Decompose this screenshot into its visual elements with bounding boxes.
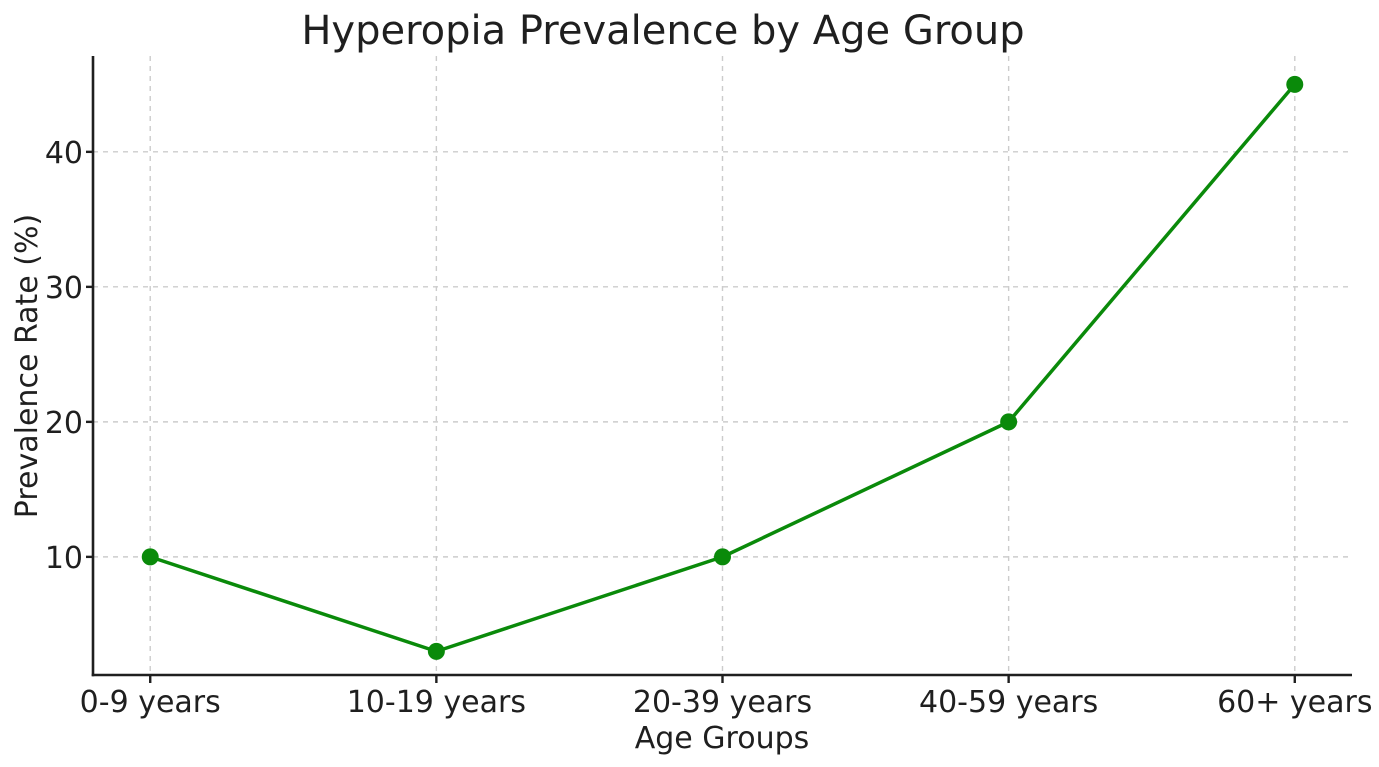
y-tick-label: 10 bbox=[45, 541, 83, 576]
y-axis-label: Prevalence Rate (%) bbox=[10, 214, 45, 518]
x-tick-label: 40-59 years bbox=[919, 685, 1098, 720]
x-tick-label: 10-19 years bbox=[347, 685, 526, 720]
data-point bbox=[141, 548, 159, 566]
y-tick-label: 30 bbox=[45, 271, 83, 306]
x-tick-label: 20-39 years bbox=[633, 685, 812, 720]
plot-area: 10 20 30 40 0-9 years 10-19 years 20-39 years 4… bbox=[45, 56, 1372, 720]
chart-title: Hyperopia Prevalence by Age Group bbox=[301, 8, 1024, 54]
data-point bbox=[1000, 413, 1018, 431]
data-point bbox=[427, 642, 445, 660]
data-point bbox=[714, 548, 731, 566]
x-tick-label: 0-9 years bbox=[80, 685, 221, 720]
y-tick-label: 40 bbox=[45, 136, 83, 171]
x-tick-label: 60+ years bbox=[1217, 685, 1372, 720]
y-tick-label: 20 bbox=[45, 406, 83, 441]
x-axis-label: Age Groups bbox=[635, 721, 810, 756]
data-point bbox=[1286, 75, 1304, 93]
